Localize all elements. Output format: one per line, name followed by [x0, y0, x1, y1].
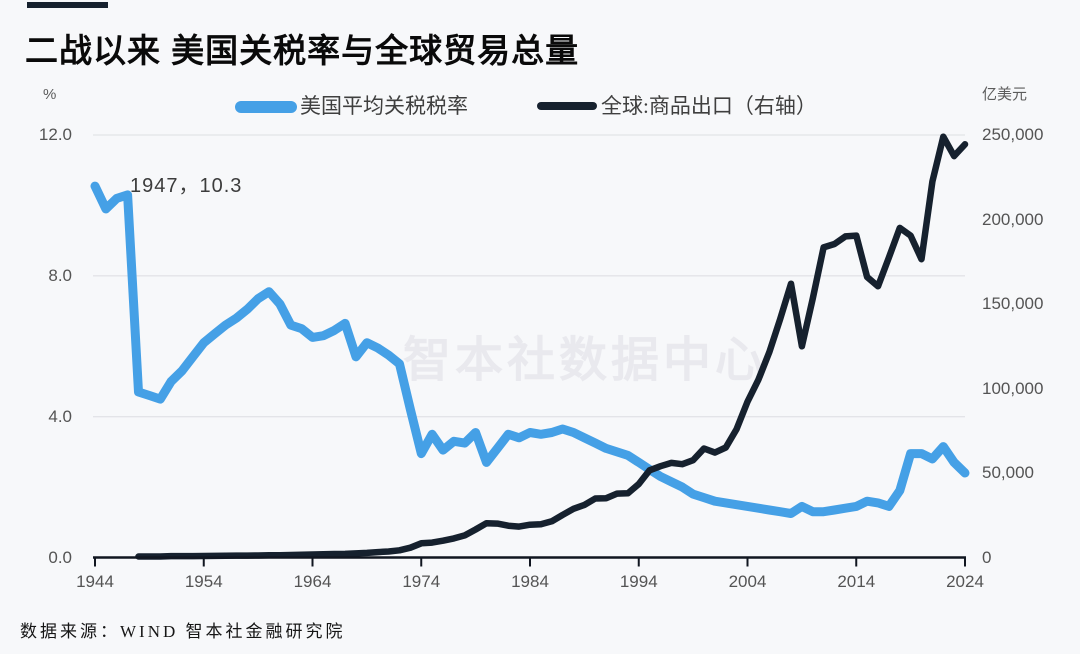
right-axis-tick-label: 150,000	[982, 294, 1044, 313]
right-axis-unit: 亿美元	[982, 86, 1028, 103]
source-note: 数据来源：WIND 智本社金融研究院	[20, 622, 346, 641]
right-axis-tick-label: 250,000	[982, 125, 1044, 144]
legend-label-tariff: 美国平均关税税率	[300, 94, 468, 118]
x-axis-tick-label: 1984	[511, 572, 549, 591]
x-axis-tick-label: 1954	[184, 572, 223, 591]
accent-bar	[27, 2, 108, 8]
x-axis-tick-label: 1944	[76, 572, 114, 591]
right-axis-tick-label: 0	[982, 547, 992, 567]
legend-swatch-tariff-line	[235, 101, 297, 113]
right-axis-tick-label: 200,000	[982, 209, 1044, 229]
x-axis-tick-label: 2004	[728, 572, 767, 591]
left-axis-tick-label: 4.0	[48, 406, 72, 426]
tariff-line-series	[90, 181, 970, 518]
exports-line-series	[135, 133, 969, 560]
watermark: 智本社数据中心	[403, 334, 768, 387]
x-axis-tick-label: 1964	[293, 572, 332, 591]
x-axis-tick-label: 1974	[402, 572, 441, 591]
x-axis-tick-label: 1994	[619, 572, 658, 591]
right-axis-tick-label: 100,000	[982, 378, 1044, 398]
legend-label-exports: 全球:商品出口（右轴）	[601, 94, 817, 118]
right-axis-tick-label: 50,000	[982, 463, 1034, 482]
left-axis-unit: %	[43, 86, 57, 103]
x-axis-tick-label: 2014	[837, 572, 876, 591]
legend-swatch-exports-line	[537, 102, 597, 110]
page-title: 二战以来 美国关税率与全球贸易总量	[25, 32, 580, 69]
left-axis-tick-label: 8.0	[48, 265, 72, 285]
annotation-1947: 1947，10.3	[130, 175, 243, 197]
x-axis-tick-label: 2024	[946, 572, 984, 591]
left-axis-tick-label: 0.0	[48, 547, 72, 567]
left-axis-tick-label: 12.0	[38, 125, 72, 144]
